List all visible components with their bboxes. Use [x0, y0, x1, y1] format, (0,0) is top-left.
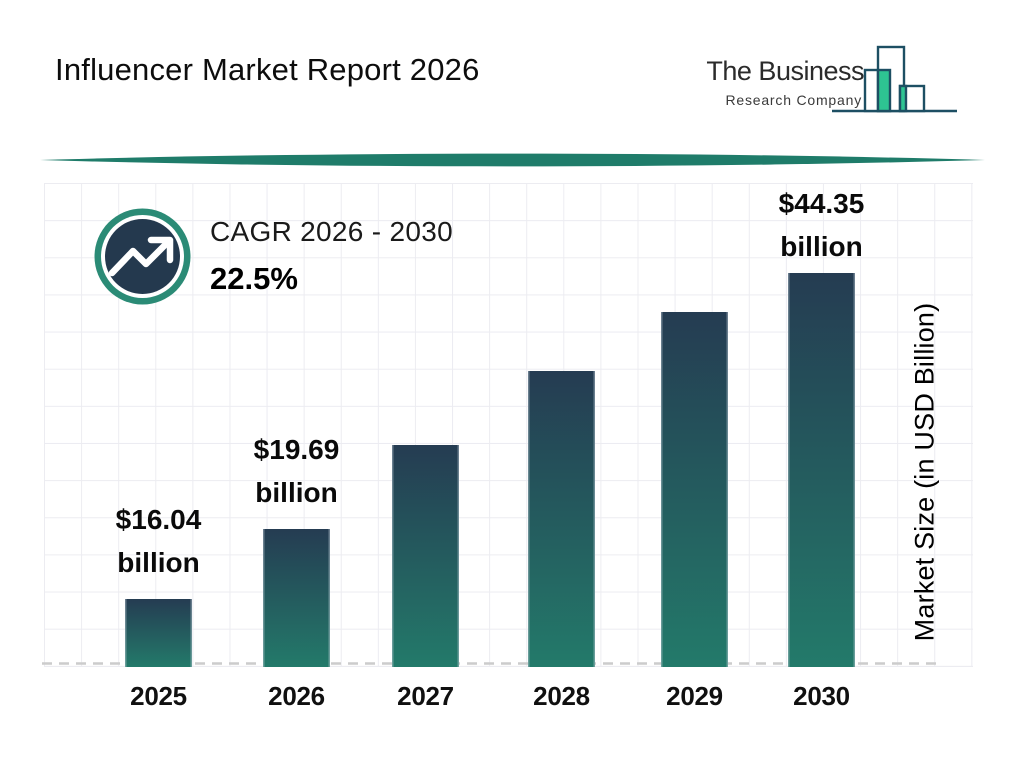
value-label-unit: billion: [255, 477, 338, 508]
bar-2026: [263, 529, 330, 667]
cagr-value: 22.5%: [210, 261, 298, 296]
value-label-2026: $19.69 billion: [197, 428, 397, 514]
value-label-unit: billion: [117, 547, 200, 578]
value-label-amount: $19.69: [253, 434, 340, 465]
x-tick-2027: 2027: [397, 681, 454, 711]
bar-2025: [125, 599, 192, 667]
logo-text-secondary: Research Company: [725, 92, 862, 108]
y-axis-label: Market Size (in USD Billion): [909, 302, 940, 642]
logo-text-primary: The Business: [706, 56, 864, 86]
x-tick-2025: 2025: [130, 681, 187, 711]
bar-2027: [392, 445, 459, 667]
bar-2028: [528, 371, 595, 667]
page-title: Influencer Market Report 2026: [55, 52, 480, 87]
bar-2029: [661, 312, 728, 667]
x-tick-2029: 2029: [666, 681, 723, 711]
logo-bars-icon: [832, 45, 957, 113]
bar-2030: [788, 273, 855, 667]
x-tick-2026: 2026: [268, 681, 325, 711]
value-label-amount: $44.35: [778, 188, 865, 219]
value-label-2025: $16.04 billion: [59, 498, 259, 584]
x-tick-2028: 2028: [533, 681, 590, 711]
divider-line: [40, 153, 985, 167]
value-label-unit: billion: [780, 231, 863, 262]
value-label-amount: $16.04: [115, 504, 202, 535]
value-label-2030: $44.35 billion: [722, 182, 922, 268]
trending-up-icon: [94, 208, 191, 305]
cagr-label: CAGR 2026 - 2030: [210, 216, 453, 247]
x-tick-2030: 2030: [793, 681, 850, 711]
